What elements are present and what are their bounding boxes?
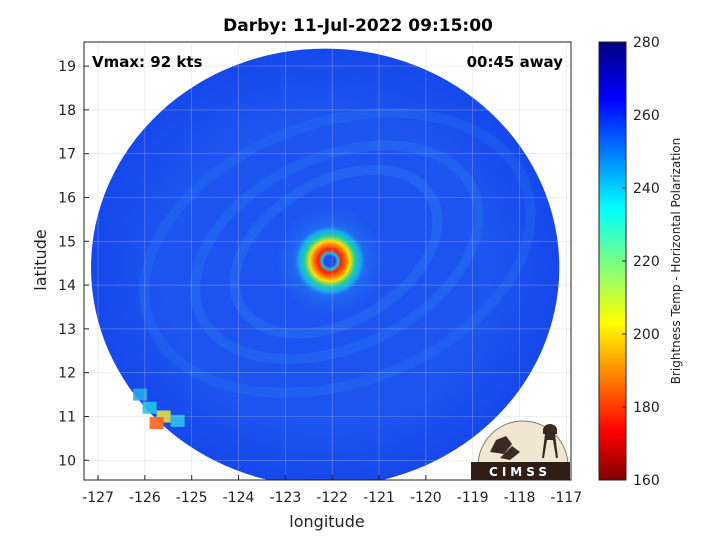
x-tick-label: -127 <box>82 490 114 506</box>
colorbar-tick-label: 280 <box>633 35 660 51</box>
y-tick-label: 14 <box>58 278 76 294</box>
colorbar-tick-label: 220 <box>633 254 660 270</box>
convection-cell-2 <box>149 417 164 430</box>
chart-title: Darby: 11-Jul-2022 09:15:00 <box>223 16 493 36</box>
x-tick-label: -120 <box>410 490 442 506</box>
y-tick-label: 13 <box>58 322 76 338</box>
map-axes: -127 -126 -125 -124 -123 -122 -121 -120 -119 -118… <box>58 41 582 506</box>
logo-text: CIMSS <box>489 465 551 479</box>
y-tick-label: 15 <box>58 234 76 250</box>
colorbar-ticks: 160 180 200 220 240 260 280 <box>622 35 660 489</box>
colorbar-tick-label: 260 <box>633 108 660 124</box>
rain-band-2 <box>229 164 443 339</box>
x-tick-label: -122 <box>316 490 348 506</box>
y-tick-label: 11 <box>58 409 76 425</box>
x-tick-label: -118 <box>504 490 536 506</box>
cimss-logo: CIMSS <box>471 420 570 480</box>
gridlines <box>84 42 571 480</box>
rain-band-1 <box>139 107 536 398</box>
y-axis-label: latitude <box>31 229 50 290</box>
convection-cell-4 <box>170 414 185 427</box>
x-tick-label: -126 <box>129 490 161 506</box>
convection-cell-3 <box>133 388 148 401</box>
colorbar-tick-label: 180 <box>633 400 660 416</box>
y-tick-label: 18 <box>58 103 76 119</box>
x-tick-label: -123 <box>269 490 301 506</box>
y-tick-label: 17 <box>58 147 76 163</box>
plot-frame <box>83 41 572 481</box>
water-tower-icon <box>542 424 558 458</box>
colorbar-tick-label: 200 <box>633 327 660 343</box>
y-tick-label: 12 <box>58 366 76 382</box>
x-tick-label: -119 <box>457 490 489 506</box>
tick-labels: -127 -126 -125 -124 -123 -122 -121 -120 -119 -118… <box>58 59 582 506</box>
y-tick-label: 10 <box>58 453 76 469</box>
colorbar-tick-label: 240 <box>633 181 660 197</box>
colorbar-tick-label: 160 <box>633 473 660 489</box>
x-tick-label: -125 <box>176 490 208 506</box>
colorbar-scale <box>598 41 627 481</box>
y-tick-label: 19 <box>58 59 76 75</box>
time-offset-label: 00:45 away <box>467 53 564 71</box>
logo-bar <box>471 462 570 480</box>
colorbar-label: Brightness Temp - Horizontal Polarizatio… <box>669 138 683 385</box>
storm-eye <box>324 256 335 266</box>
y-tick-label: 16 <box>58 190 76 206</box>
x-tick-label: -124 <box>223 490 255 506</box>
vmax-label: Vmax: 92 kts <box>92 53 202 71</box>
x-axis-label: longitude <box>289 512 364 531</box>
x-tick-label: -117 <box>550 490 582 506</box>
x-tick-label: -121 <box>363 490 395 506</box>
satellite-dish-icon <box>490 436 520 460</box>
colorbar: 160 180 200 220 240 260 280 Brightness Temp - … <box>598 35 683 489</box>
convection-cell-0 <box>142 401 157 414</box>
